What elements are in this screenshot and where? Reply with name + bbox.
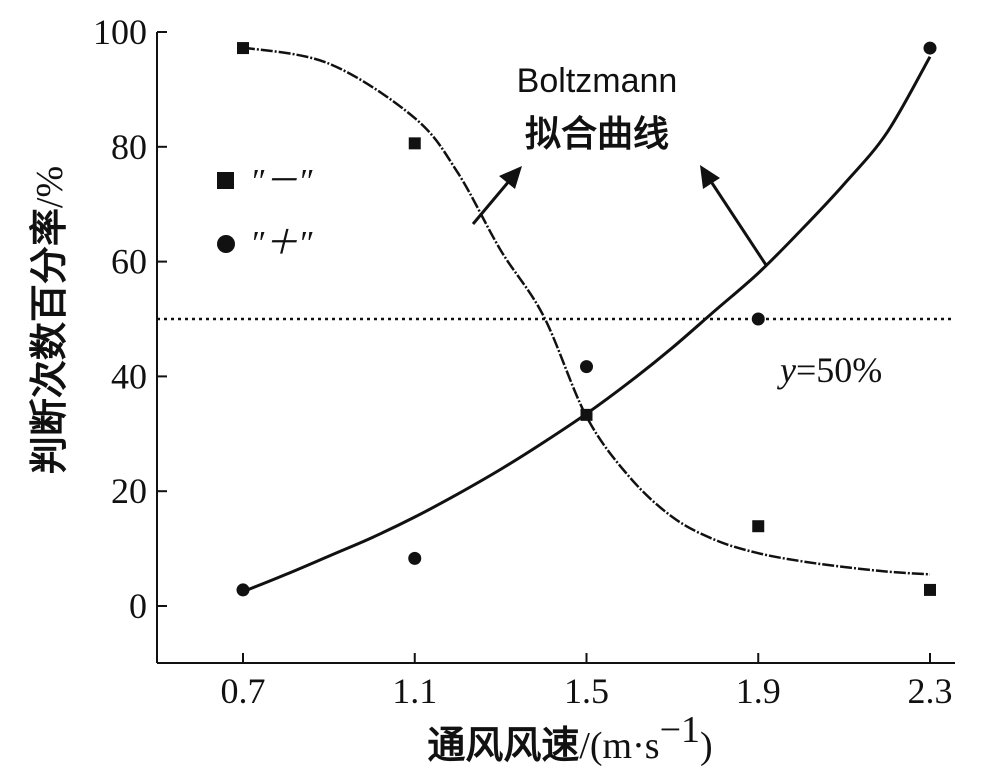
plus-data-point (408, 551, 422, 565)
y-tick-label: 40 (111, 356, 147, 396)
right-arrow-line (710, 182, 768, 266)
legend: ″－″ ″＋″ (217, 163, 313, 262)
x-axis-label: 通风风速/(m·s−1) (427, 709, 712, 767)
x-tick-label: 1.5 (564, 671, 609, 711)
x-axis-unit-close: ) (700, 725, 713, 767)
legend-square-marker (217, 172, 234, 189)
reference-line-label-value: =50% (796, 350, 882, 390)
x-tick-label: 1.1 (392, 671, 437, 711)
minus-data-point (580, 408, 593, 421)
left-arrow-line (471, 179, 512, 225)
y-axis-unit: /% (29, 166, 71, 208)
legend-circle-marker (217, 235, 235, 253)
x-axis-unit: /(m·s (579, 725, 659, 767)
annotation-subtitle: 拟合曲线 (525, 114, 669, 155)
legend-label-minus: ″－″ (250, 163, 313, 200)
y-tick-label: 80 (111, 127, 147, 167)
left-arrow-head (499, 166, 522, 189)
minus-data-point (408, 137, 421, 150)
y-tick-label: 0 (129, 586, 147, 626)
y-axis-label: 判断次数百分率/% (27, 166, 71, 474)
minus-fit-curve (242, 46, 931, 576)
y-tick-label: 60 (111, 242, 147, 282)
x-tick-label: 0.7 (221, 671, 266, 711)
reference-line-label-var: y (777, 350, 796, 390)
y-axis-label-text: 判断次数百分率 (27, 208, 71, 474)
x-tick-label: 2.3 (908, 671, 953, 711)
reference-line-label: y=50% (777, 350, 882, 390)
y-tick-label: 20 (111, 471, 147, 511)
minus-data-point (237, 42, 249, 55)
reference-line-group: y=50% (157, 317, 955, 390)
minus-data-point (924, 583, 936, 596)
annotation-title: Boltzmann (517, 62, 678, 100)
axes: 0 20 40 60 80 100 0.7 1.1 1.5 1.9 2.3 通风风速/(m·s−1) 判… (27, 12, 955, 767)
legend-label-plus: ″＋″ (250, 225, 313, 262)
x-axis-unit-superscript: −1 (660, 709, 700, 751)
x-axis-label-text: 通风风速 (427, 723, 579, 767)
annotation: Boltzmann 拟合曲线 (471, 62, 768, 266)
x-tick-label: 1.9 (736, 671, 781, 711)
y-tick-label: 100 (93, 12, 147, 52)
plus-data-point (751, 312, 765, 326)
plus-data-point (923, 41, 937, 55)
data-points (236, 41, 937, 597)
plus-data-point (580, 360, 593, 374)
minus-data-point (752, 520, 765, 533)
plus-data-point (236, 583, 250, 597)
right-arrow-head (700, 165, 720, 189)
